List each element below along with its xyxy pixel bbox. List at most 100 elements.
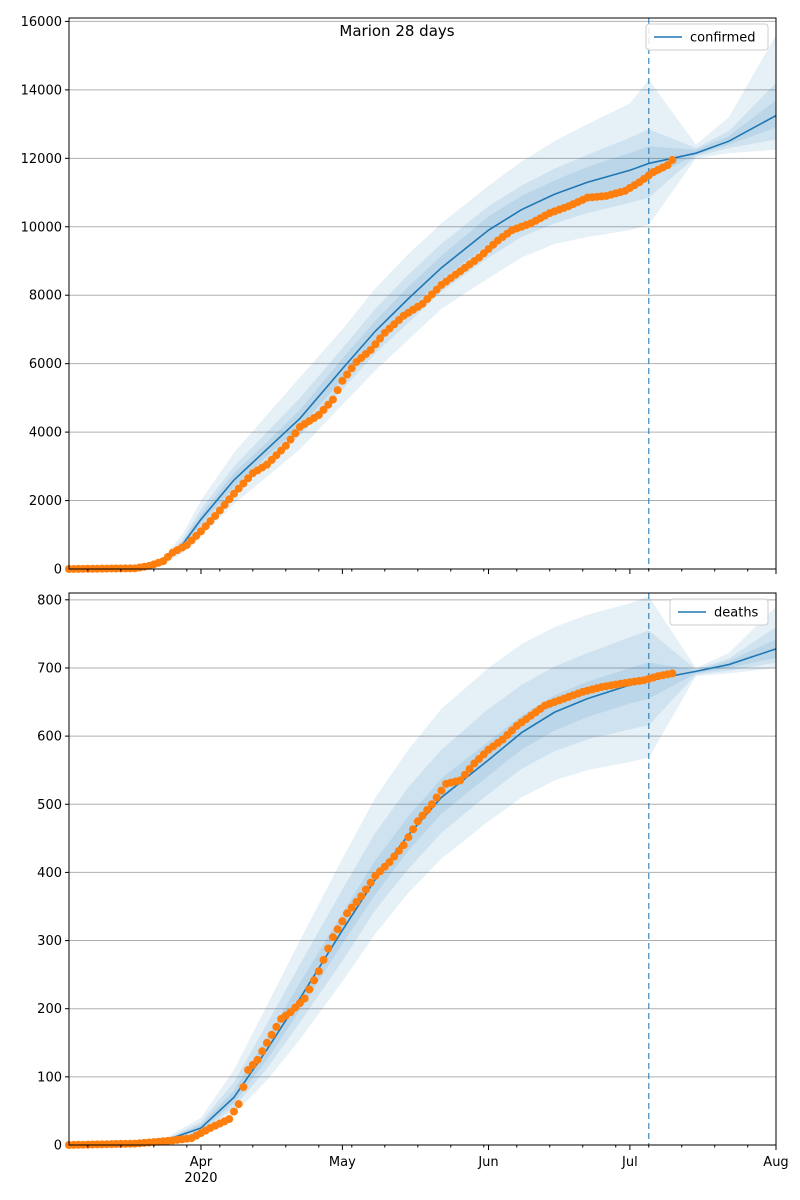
observed-point [229, 489, 238, 498]
observed-point [427, 800, 436, 809]
observed-point [314, 410, 323, 419]
observed-point [668, 156, 677, 165]
model-line [68, 114, 777, 570]
observed-point [220, 500, 229, 509]
observed-point [272, 1022, 281, 1031]
observed-point [319, 405, 328, 414]
y-tick-label: 6000 [29, 357, 62, 372]
observed-point [258, 1047, 267, 1056]
observed-point [225, 1115, 234, 1124]
observed-point [357, 892, 366, 901]
observed-point [328, 933, 337, 942]
observed-point [668, 669, 677, 678]
y-tick-label: 800 [37, 593, 62, 608]
observed-point [253, 1055, 262, 1064]
observed-point [338, 917, 347, 926]
y-tick-label: 100 [37, 1070, 62, 1085]
observed-point [347, 903, 356, 912]
observed-point [244, 1066, 253, 1075]
axes-frame [68, 592, 777, 1146]
observed-point [234, 1100, 243, 1109]
observed-point [196, 527, 205, 536]
y-tick-label: 10000 [21, 220, 62, 235]
y-tick-label: 400 [37, 866, 62, 881]
observed-point [399, 841, 408, 850]
y-tick-label: 0 [54, 563, 62, 578]
x-tick-label: May [329, 1155, 356, 1170]
observed-point [418, 811, 427, 820]
y-tick-label: 2000 [29, 494, 62, 509]
observed-point [281, 441, 290, 450]
observed-point [361, 885, 370, 894]
legend-label: confirmed [690, 31, 756, 46]
observed-point [262, 1038, 271, 1047]
observed-point [432, 793, 441, 802]
y-tick-label: 700 [37, 661, 62, 676]
legend-box [669, 598, 769, 626]
observed-point [229, 1107, 238, 1116]
observed-point [286, 435, 295, 444]
observed-point [211, 511, 220, 520]
axes-frame [68, 17, 777, 570]
y-tick-label: 600 [37, 730, 62, 745]
y-tick-label: 0 [54, 1139, 62, 1154]
observed-point [385, 858, 394, 867]
y-tick-label: 300 [37, 934, 62, 949]
confirmed-panel: 0 2000 4000 6000 8000 10000 12000 14000 16000 con… [21, 15, 777, 578]
observed-point [239, 1083, 248, 1092]
observed-point [333, 386, 342, 395]
observed-point [347, 364, 356, 373]
observed-point [225, 495, 234, 504]
x-tick-label: Jul [621, 1155, 638, 1170]
observed-point [465, 765, 474, 774]
observed-point [376, 334, 385, 343]
x-tick-label: Aug [763, 1155, 788, 1170]
observed-point [324, 944, 333, 953]
observed-point [324, 400, 333, 409]
observed-point [333, 925, 342, 934]
y-tick-label: 16000 [21, 15, 62, 30]
observed-point [338, 376, 347, 385]
legend-label: deaths [714, 606, 759, 621]
observed-point [305, 985, 314, 994]
observed-point [352, 897, 361, 906]
y-tick-label: 200 [37, 1002, 62, 1017]
y-tick-label: 500 [37, 798, 62, 813]
observed-point [409, 825, 418, 834]
observed-point [390, 852, 399, 861]
observed-point [413, 817, 422, 826]
observed-point [437, 786, 446, 795]
observed-point [366, 345, 375, 354]
observed-point [215, 506, 224, 515]
observed-point [343, 370, 352, 379]
x-tick-label: Apr [190, 1155, 213, 1170]
observed-point [371, 340, 380, 349]
observed-point [206, 517, 215, 526]
observed-point [460, 770, 469, 779]
x-tick-label: Jun [477, 1155, 498, 1170]
uncertainty-band [69, 596, 776, 1145]
observed-point [394, 846, 403, 855]
y-tick-label: 14000 [21, 83, 62, 98]
chart-title: Marion 28 days [339, 22, 454, 40]
observed-point [291, 429, 300, 438]
observed-point [319, 955, 328, 964]
observed-point [267, 1030, 276, 1039]
y-tick-label: 12000 [21, 152, 62, 167]
observed-point [239, 479, 248, 488]
y-tick-label: 4000 [29, 426, 62, 441]
observed-point [343, 909, 352, 918]
observed-point [314, 967, 323, 976]
observed-point [663, 161, 672, 170]
legend-box [645, 23, 769, 51]
observed-point [234, 484, 243, 493]
observed-point [328, 395, 337, 404]
observed-point [404, 833, 413, 842]
observed-point [366, 878, 375, 887]
observed-point [244, 474, 253, 483]
x-tick-sublabel: 2020 [184, 1171, 217, 1186]
uncertainty-band [69, 83, 776, 569]
y-tick-label: 8000 [29, 289, 62, 304]
